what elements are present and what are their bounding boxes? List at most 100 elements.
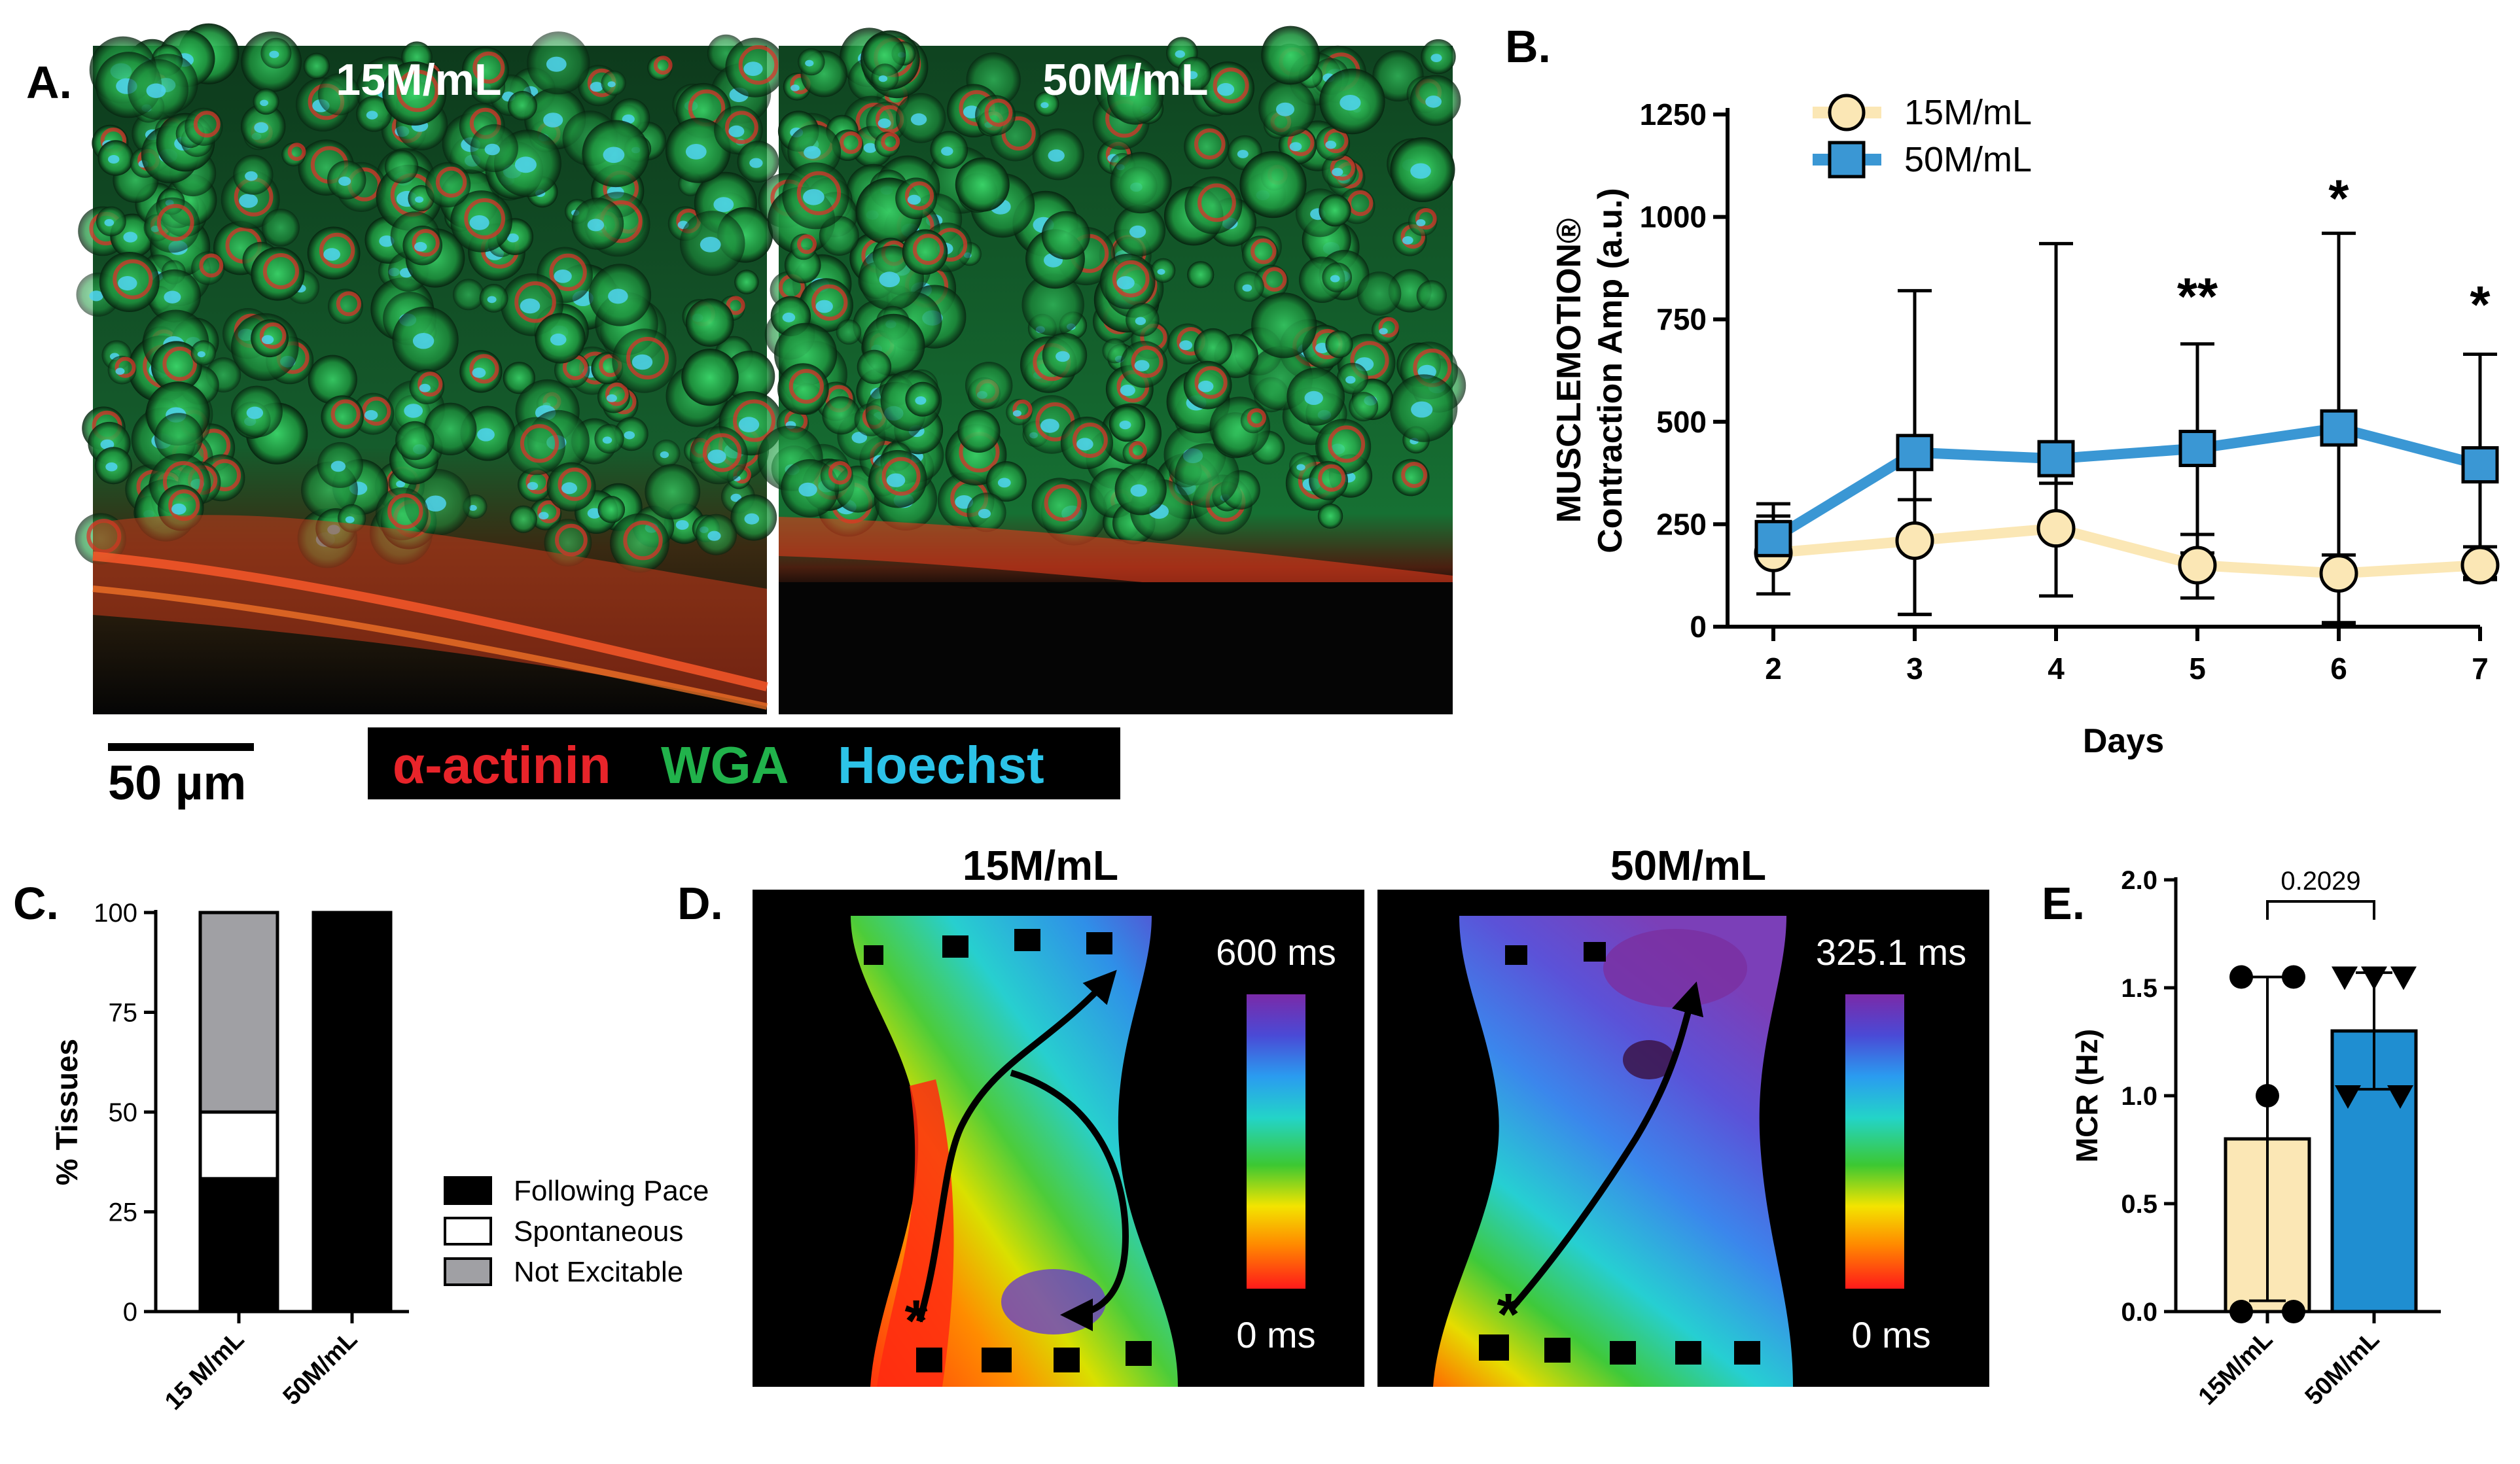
nucleus [878,75,888,82]
nucleus [261,335,274,345]
c-bar-segment [198,1177,279,1314]
actinin-ring [259,322,287,349]
nucleus [907,194,921,205]
actinin-ring [362,396,391,426]
nucleus [472,368,486,378]
actinin-ring [626,337,669,379]
nucleus [345,516,355,523]
cell-blob [191,251,225,285]
nucleus [608,288,628,304]
nucleus [1129,225,1146,238]
nucleus [425,495,446,512]
b-point-50 [2320,409,2358,447]
b-xlabel: Days [2083,722,2164,760]
cell-blob [1416,280,1447,311]
c-y-tick-label: 50 [109,1098,138,1127]
actinin-ring [464,198,505,239]
actinin-ring [1378,317,1399,338]
c-bar-segment [198,911,279,1114]
e-point-50 [2335,1085,2361,1109]
b-y-tick-label: 750 [1656,302,1707,336]
nucleus [538,512,549,520]
nucleus [1012,410,1021,417]
panel-e-label: E. [2042,878,2085,929]
actinin-ring [396,69,439,113]
cell-blob [645,464,701,520]
nucleus [115,368,125,375]
cell-blob [1357,271,1402,316]
nucleus [396,480,405,488]
nucleus [1076,438,1093,451]
b-point-15 [1895,521,1934,560]
actinin-ring [412,229,440,257]
nucleus [245,171,258,181]
nucleus [323,248,340,261]
actinin-ring [984,98,1013,127]
e-y-tick-label: 2.0 [2121,866,2157,895]
b-y-tick-label: 1250 [1640,97,1707,131]
nucleus [469,215,489,230]
nucleus [744,513,760,525]
cell-blob [424,402,477,455]
nucleus [506,233,519,243]
nucleus [1119,421,1131,430]
nucleus [1410,163,1431,179]
actinin-ring [1328,425,1366,463]
chart-c: % Tissues Following Pace Spontaneous Not… [50,899,709,1416]
actinin-ring [904,181,934,211]
e-point-50 [2332,966,2358,990]
nucleus [879,271,900,288]
nucleus [590,82,603,92]
nucleus [487,296,497,304]
nucleus [728,125,745,137]
nucleus [1330,275,1340,283]
nucleus [1379,328,1388,335]
e-y-tick-label: 1.5 [2121,974,2157,1003]
nucleus [246,406,264,419]
panel-b-label: B. [1505,21,1551,72]
nucleus [123,232,137,243]
cell-blob [836,319,862,345]
nucleus [239,194,258,208]
nucleus [1411,401,1433,418]
nucleus [1120,385,1135,396]
nucleus [1402,236,1413,245]
e-point-50 [2361,966,2387,990]
e-significance-bracket [2266,900,2375,920]
actinin-ring [156,203,194,241]
nucleus [404,404,423,418]
nucleus [713,197,734,213]
actinin-ring [1415,208,1437,230]
b-legend-label-15: 15M/mL [1904,93,2032,132]
nucleus [1276,102,1294,116]
actinin-ring [840,131,862,154]
activation-map-50: * 325.1 ms 0 ms [1377,890,1989,1387]
cell-blob [862,33,906,77]
nucleus [1296,464,1305,471]
actinin-ring [1401,462,1428,488]
cell-blob [1317,503,1343,529]
nucleus [631,354,653,370]
nucleus [1289,142,1302,152]
actinin-ring [789,369,824,404]
c-y-tick-label: 25 [109,1198,138,1227]
cell-blob [1102,338,1127,364]
c-legend: Following Pace Spontaneous Not Excitable [444,1175,709,1288]
c-legend-swatch-pace [444,1176,492,1205]
b-y-tick-label: 0 [1690,610,1707,644]
c-x-tick-label: 15 M/mL [160,1326,249,1416]
nucleus [543,113,563,128]
nucleus [412,333,435,349]
actinin-ring [549,253,587,291]
e-point-15 [2282,965,2305,989]
nucleus [1040,419,1059,433]
b-x-tick-label: 3 [1906,652,1923,686]
b-ylabel-line2: Contraction Amp (a.u.) [1591,188,1629,553]
actinin-ring [435,166,467,198]
nucleus [886,473,906,487]
nucleus [260,99,268,107]
actinin-ring [881,132,900,152]
b-point-50 [2178,430,2216,468]
nucleus [1186,71,1198,80]
